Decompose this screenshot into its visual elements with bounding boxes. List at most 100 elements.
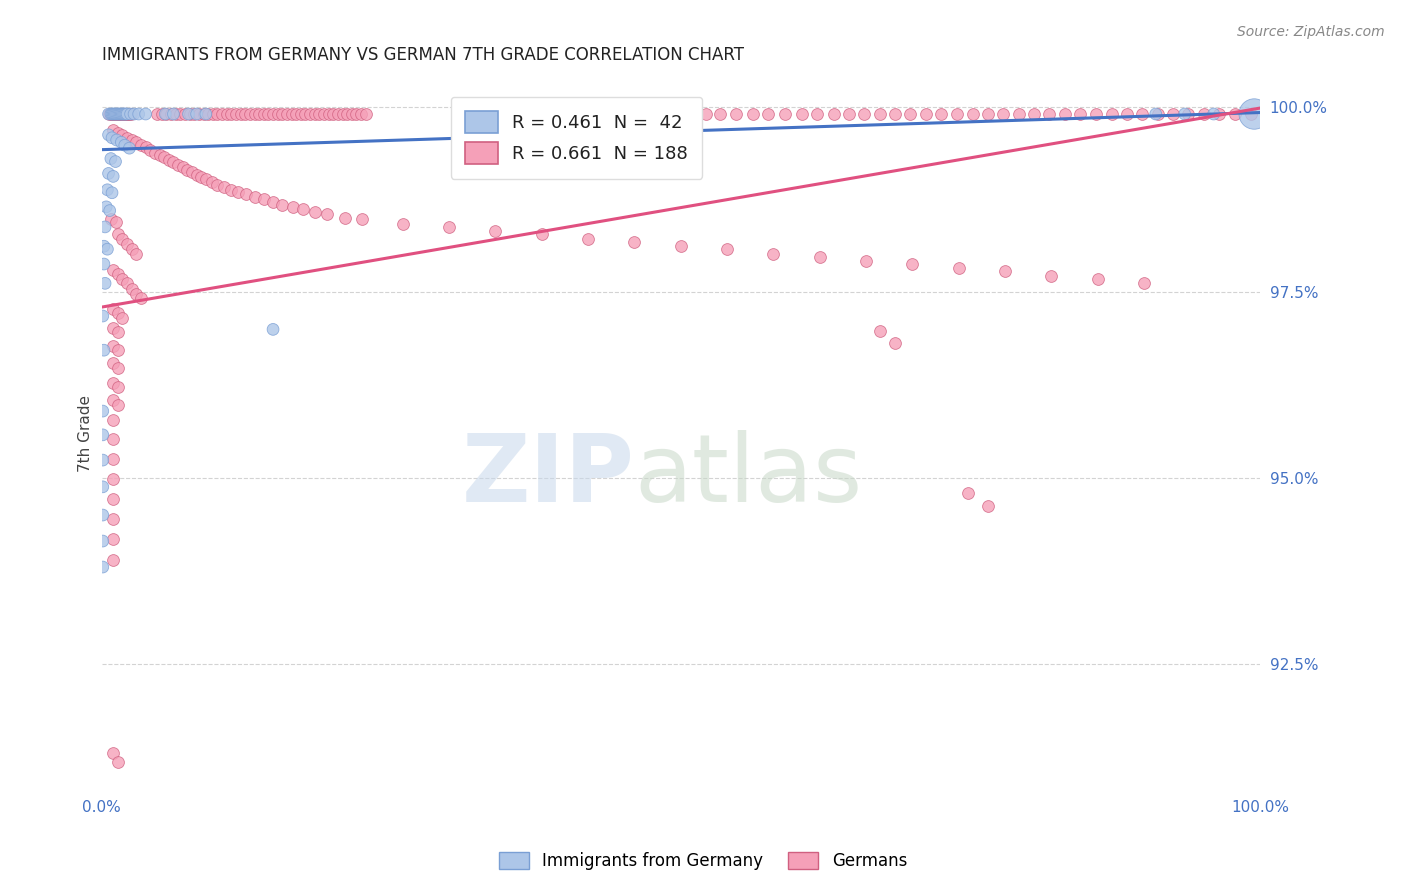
Point [167, 157, 190, 171]
Point [101, 107, 124, 121]
Point [262, 107, 284, 121]
Point [103, 356, 125, 370]
Point [233, 107, 256, 121]
Point [112, 107, 135, 121]
Point [716, 242, 738, 256]
Point [915, 107, 938, 121]
Point [221, 107, 243, 121]
Point [637, 107, 659, 121]
Point [108, 107, 131, 121]
Point [756, 107, 779, 121]
Point [576, 232, 599, 246]
Point [668, 107, 690, 121]
Point [530, 227, 553, 242]
Point [111, 232, 134, 246]
Point [326, 107, 349, 121]
Point [146, 107, 169, 121]
Point [174, 107, 197, 121]
Legend: R = 0.461  N =  42, R = 0.661  N = 188: R = 0.461 N = 42, R = 0.661 N = 188 [451, 96, 703, 178]
Point [589, 107, 612, 121]
Point [93, 343, 115, 358]
Point [115, 237, 138, 252]
Point [91, 534, 114, 549]
Point [103, 413, 125, 427]
Point [157, 153, 180, 167]
Point [100, 107, 122, 121]
Point [239, 107, 262, 121]
Point [316, 207, 339, 221]
Point [118, 107, 141, 121]
Point [207, 178, 229, 192]
Point [281, 200, 304, 214]
Point [1161, 107, 1184, 121]
Point [111, 107, 134, 121]
Point [93, 257, 115, 271]
Point [1024, 107, 1046, 121]
Point [1147, 107, 1170, 121]
Point [118, 141, 141, 155]
Point [197, 107, 219, 121]
Point [243, 190, 266, 204]
Point [322, 107, 344, 121]
Point [114, 107, 136, 121]
Point [107, 343, 129, 358]
Text: IMMIGRANTS FROM GERMANY VS GERMAN 7TH GRADE CORRELATION CHART: IMMIGRANTS FROM GERMANY VS GERMAN 7TH GR… [101, 46, 744, 64]
Point [107, 107, 129, 121]
Point [125, 286, 148, 301]
Point [94, 277, 117, 291]
Point [1040, 268, 1063, 283]
Point [103, 321, 125, 335]
Point [1174, 107, 1197, 121]
Point [135, 107, 157, 121]
Point [107, 126, 129, 140]
Point [709, 107, 731, 121]
Point [350, 107, 373, 121]
Point [121, 281, 143, 295]
Text: atlas: atlas [634, 430, 863, 522]
Point [91, 404, 114, 418]
Point [271, 197, 294, 211]
Point [179, 107, 201, 121]
Point [103, 169, 125, 184]
Point [148, 148, 170, 162]
Point [253, 107, 276, 121]
Point [121, 242, 143, 256]
Point [172, 161, 194, 175]
Point [280, 107, 302, 121]
Point [1101, 107, 1123, 121]
Point [884, 335, 907, 350]
Point [391, 217, 413, 231]
Point [292, 202, 315, 216]
Point [1008, 107, 1031, 121]
Point [139, 143, 162, 157]
Point [125, 135, 148, 149]
Point [107, 107, 129, 121]
Point [108, 107, 131, 121]
Point [623, 107, 645, 121]
Point [129, 291, 152, 305]
Point [115, 107, 138, 121]
Point [114, 138, 136, 153]
Point [484, 224, 506, 238]
Point [103, 392, 125, 407]
Point [1069, 107, 1091, 121]
Point [1084, 107, 1107, 121]
Point [155, 107, 177, 121]
Point [103, 746, 125, 760]
Point [105, 107, 128, 121]
Point [869, 324, 891, 338]
Point [247, 107, 270, 121]
Point [97, 107, 120, 121]
Point [332, 107, 354, 121]
Point [110, 135, 132, 149]
Point [169, 107, 191, 121]
Point [101, 130, 124, 145]
Point [606, 107, 628, 121]
Point [115, 130, 138, 145]
Point [128, 107, 150, 121]
Point [945, 107, 967, 121]
Point [994, 264, 1017, 278]
Point [91, 453, 114, 467]
Point [294, 107, 316, 121]
Point [201, 175, 224, 189]
